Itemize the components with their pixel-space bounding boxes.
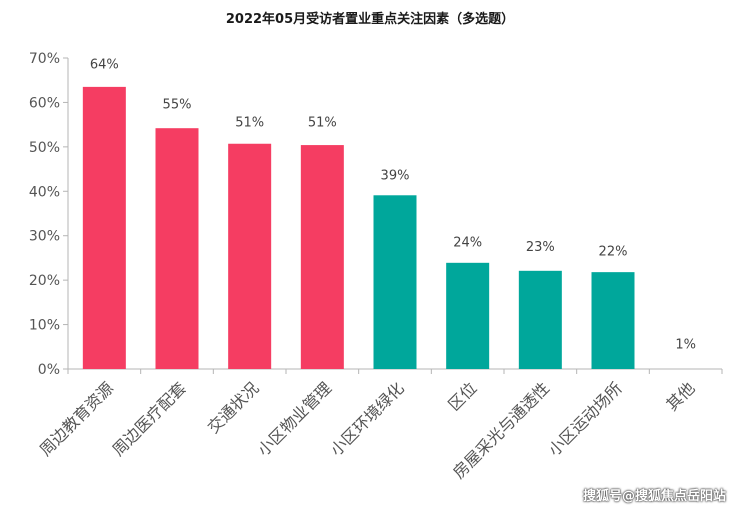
category-label: 其他 <box>662 378 698 414</box>
category-label: 小区运动场所 <box>545 378 626 459</box>
y-tick-label: 40% <box>29 184 60 200</box>
category-label: 区位 <box>444 378 480 414</box>
watermark: 搜狐号@搜狐焦点岳阳站 <box>582 489 726 504</box>
y-axis: 0% 10% 20% 30% 40% 50% 60% 70% <box>29 51 69 378</box>
category-label: 小区物业管理 <box>254 378 335 459</box>
data-label: 39% <box>381 168 410 183</box>
y-tick-label: 0% <box>38 362 60 378</box>
category-label: 周边医疗配套 <box>109 378 190 459</box>
category-label: 交通状况 <box>204 378 263 437</box>
y-tick-label: 10% <box>29 318 60 334</box>
category-label: 周边教育资源 <box>36 378 117 459</box>
x-axis <box>67 368 723 374</box>
category-label: 小区环境绿化 <box>327 378 408 459</box>
y-tick-label: 20% <box>29 273 60 289</box>
bar <box>228 143 272 369</box>
data-label: 51% <box>308 115 337 130</box>
y-tick-label: 60% <box>29 95 60 111</box>
bar <box>82 86 126 369</box>
y-tick-label: 30% <box>29 229 60 245</box>
data-label: 24% <box>453 235 482 250</box>
data-label: 55% <box>163 98 192 113</box>
bar <box>300 145 344 369</box>
bars <box>82 86 635 369</box>
bar <box>518 270 562 369</box>
y-tick-label: 70% <box>29 51 60 67</box>
data-label: 1% <box>675 338 696 353</box>
data-labels: 64% 55% 51% 51% 39% 24% 23% 22% 1% <box>90 58 696 353</box>
bar <box>155 128 199 369</box>
data-label: 23% <box>526 240 555 255</box>
bar <box>373 195 417 369</box>
bar <box>446 262 490 369</box>
bar <box>591 272 635 369</box>
y-tick-label: 50% <box>29 140 60 156</box>
chart-title: 2022年05月受访者置业重点关注因素（多选题） <box>225 12 515 27</box>
data-label: 51% <box>235 115 264 130</box>
data-label: 22% <box>599 244 628 259</box>
data-label: 64% <box>90 58 119 73</box>
